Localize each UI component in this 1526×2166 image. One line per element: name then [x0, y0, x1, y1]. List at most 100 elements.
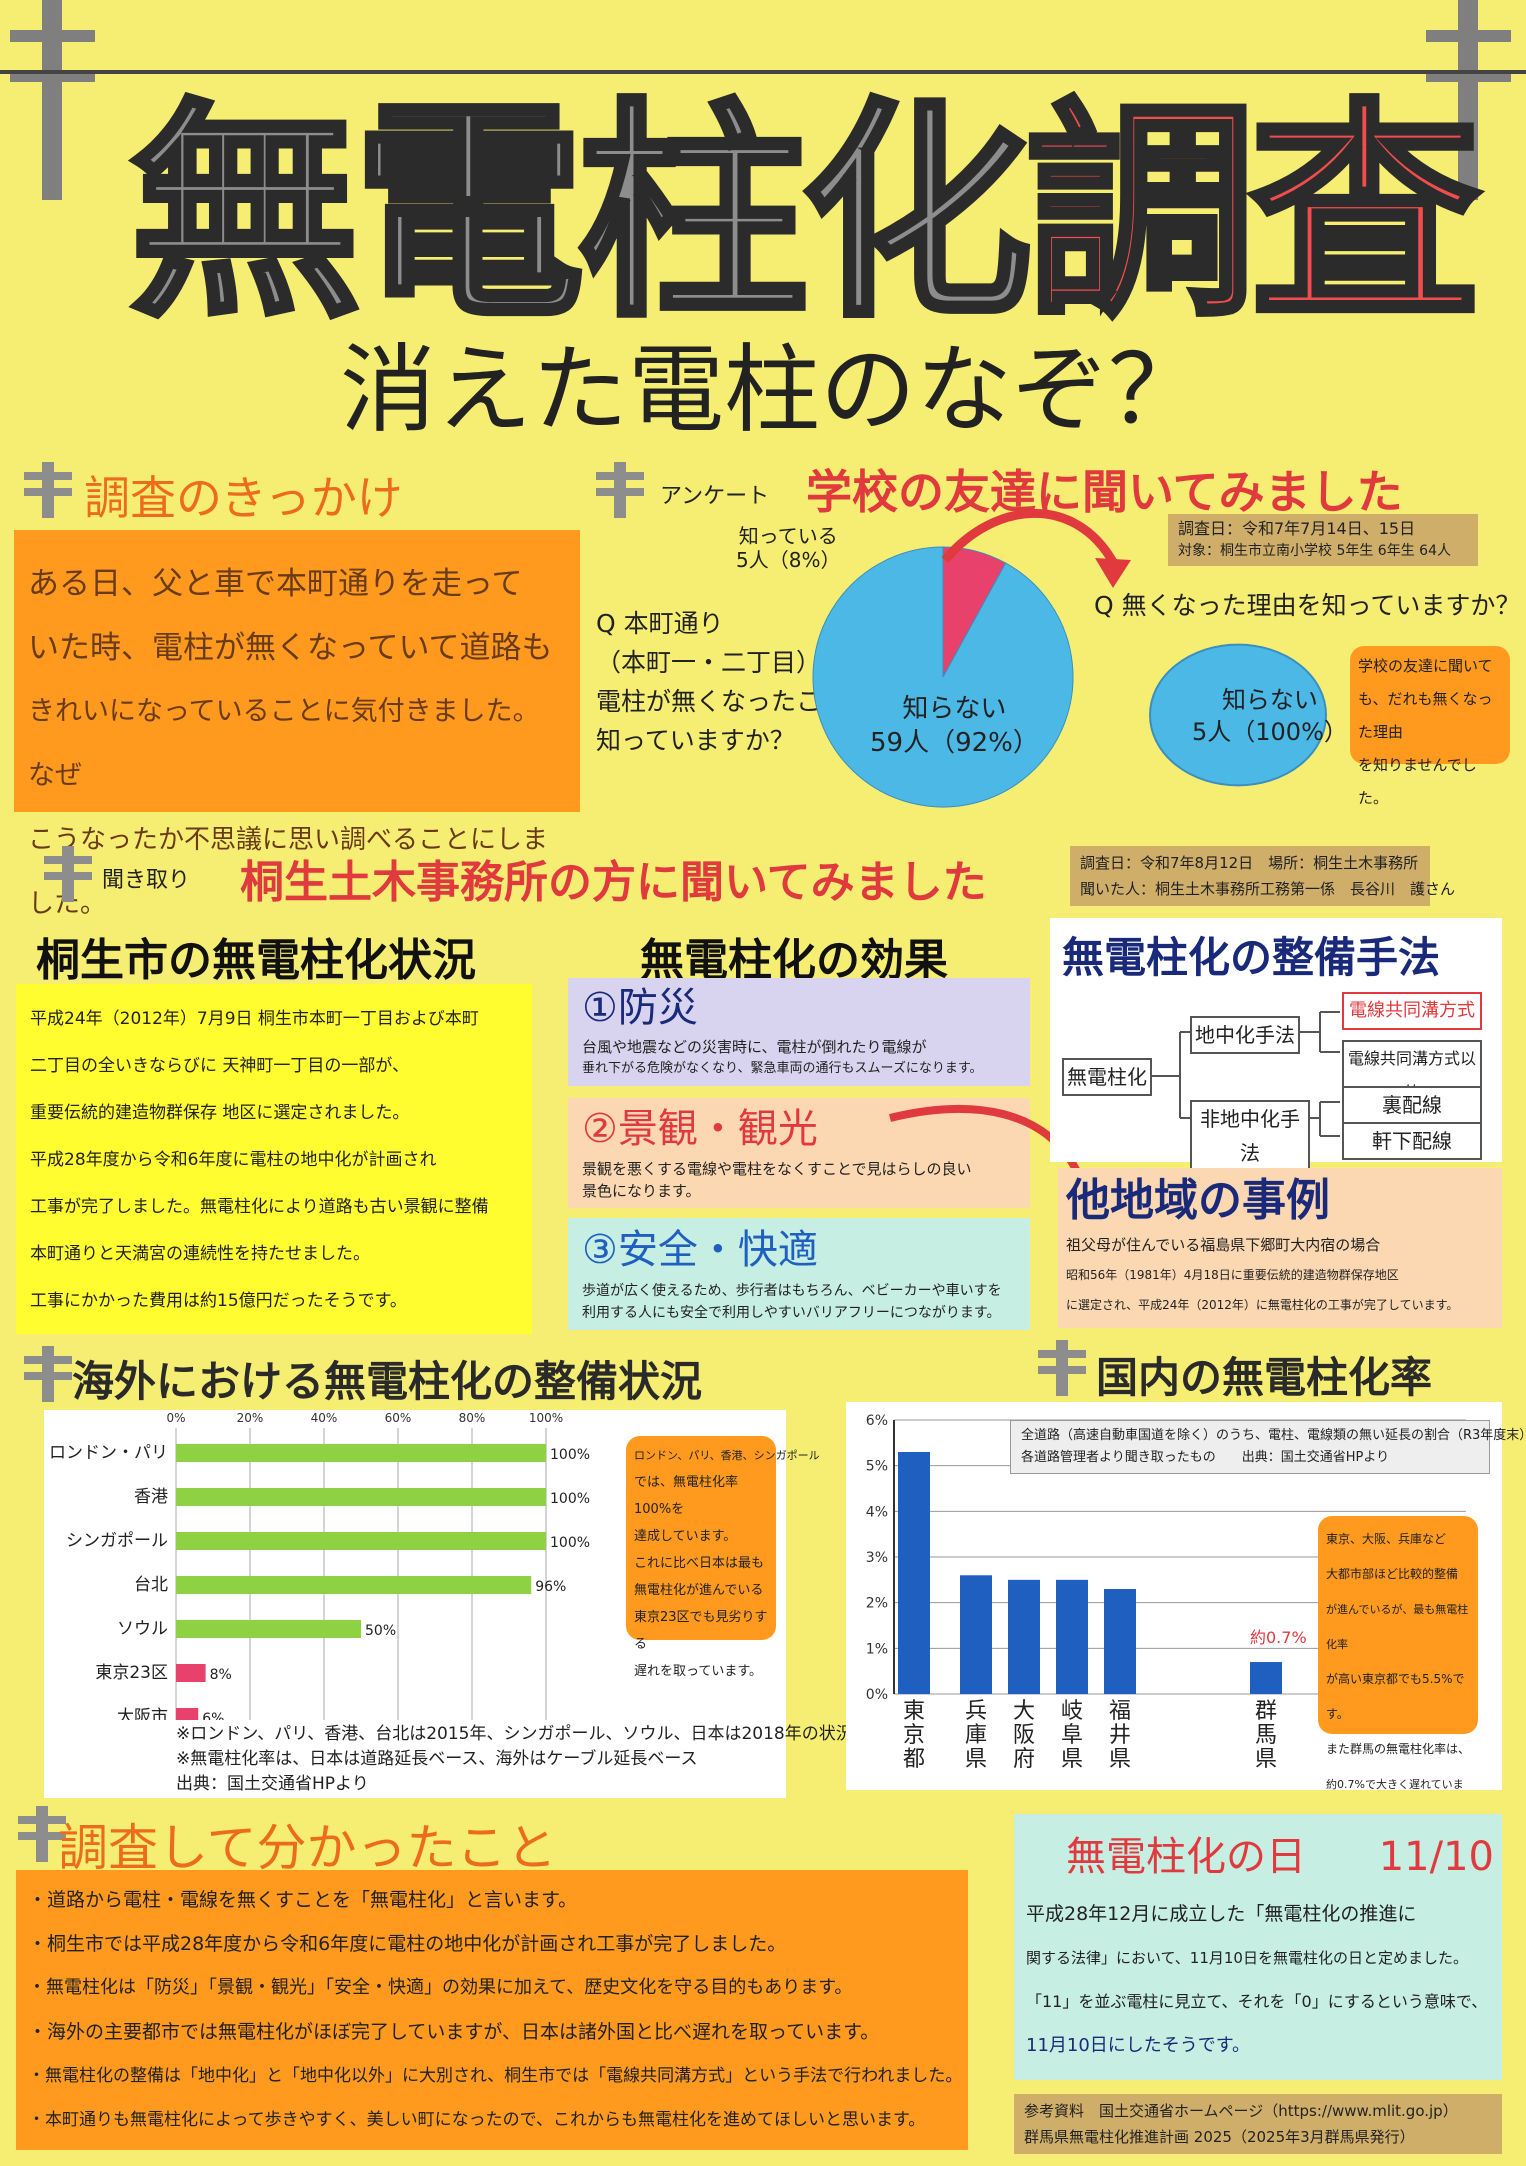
tick-label: 100% — [529, 1411, 563, 1425]
day-line: 平成28年12月に成立した「無電柱化の推進に — [1026, 1903, 1417, 1925]
pole-icon — [596, 462, 644, 518]
methods-branch-underground: 地中化手法 — [1190, 1016, 1300, 1054]
category-label: ロンドン・パリ — [49, 1443, 168, 1463]
pie-slice — [1149, 643, 1327, 787]
findings-heading: 調査して分かったこと — [58, 1819, 557, 1877]
kiryu-box: 平成24年（2012年）7月9日 桐生市本町一丁目および本町 二丁目の全いきなら… — [16, 984, 532, 1334]
survey-callout: 学校の友達に聞いて も、だれも無くなった理由 を知りませんでした。 — [1350, 646, 1510, 807]
day-box: 無電柱化の日 11/10 平成28年12月に成立した「無電柱化の推進に 関する法… — [1014, 1814, 1502, 2080]
effect-title: ①防災 — [582, 985, 698, 1031]
kiryu-line: 二丁目の全いきならびに 天神町一丁目の一部が、 — [30, 1056, 410, 1076]
tick-label: 40% — [311, 1411, 338, 1425]
bar — [1008, 1579, 1040, 1694]
tick-label: 20% — [237, 1411, 264, 1425]
bar — [176, 1620, 361, 1638]
domestic-note: 全道路（高速自動車国道を除く）のうち、電柱、電線類の無い延長の割合（R3年度末）… — [1010, 1420, 1526, 1474]
pie-chart-reason — [1149, 643, 1327, 787]
domestic-note-line: 全道路（高速自動車国道を除く）のうち、電柱、電線類の無い延長の割合（R3年度末）… — [1021, 1428, 1526, 1443]
category-label: 香港 — [134, 1487, 168, 1507]
overseas-footnote: ※ロンドン、パリ、香港、台北は2015年、シンガポール、ソウル、日本は2018年… — [176, 1724, 853, 1744]
utility-pole-right-arm — [1426, 30, 1511, 42]
data-label: 100% — [550, 1491, 590, 1507]
pole-icon — [24, 1346, 72, 1402]
tick-label: 0% — [866, 1687, 888, 1703]
effect-text: 垂れ下がる危険がなくなり、緊急車両の通行もスムーズになります。 — [582, 1061, 983, 1076]
question1-line: 知っていますか？ — [596, 726, 795, 755]
other-line: に選定され、平成24年（2012年）に無電柱化の工事が完了しています。 — [1066, 1298, 1459, 1312]
survey-tag: アンケート — [660, 484, 770, 509]
overseas-bar-chart: 0% 20% 40% 60% 80% 100% ロンドン・パリ 100% 香港 100% シンガポー… — [49, 1411, 590, 1720]
page-title: 無電柱化調査 — [127, 92, 1483, 338]
kiryu-line: 平成24年（2012年）7月9日 桐生市本町一丁目および本町 — [30, 1009, 479, 1029]
bar — [1250, 1662, 1282, 1694]
pole-icon — [1038, 1340, 1086, 1396]
overseas-heading: 海外における無電柱化の整備状況 — [72, 1357, 703, 1406]
arrow-icon — [941, 508, 1131, 588]
category-label: 府 — [1013, 1747, 1035, 1772]
domestic-callout-line: 東京、大阪、兵庫など — [1326, 1532, 1447, 1546]
wire-line — [0, 70, 1526, 74]
category-label: 県 — [1255, 1747, 1277, 1772]
methods-leaf: 電線共同溝方式 — [1342, 992, 1482, 1030]
day-date: 11/10 — [1378, 1834, 1494, 1880]
methods-tree-lines — [1150, 1011, 1340, 1137]
category-label: シンガポール — [66, 1531, 168, 1551]
overseas-callout-line: これに比べ日本は最も — [634, 1556, 765, 1571]
bar — [176, 1488, 546, 1506]
data-label: 6% — [202, 1711, 224, 1720]
day-line: 11月10日にしたそうです。 — [1026, 2035, 1251, 2056]
effect-text: 台風や地震などの災害時に、電柱が倒れたり電線が — [582, 1038, 927, 1056]
kikkake-line: いた時、電柱が無くなっていて道路も — [28, 630, 553, 666]
domestic-callout-line: が高い東京都でも5.5%です。 — [1326, 1672, 1465, 1721]
category-label: 大 — [1013, 1699, 1035, 1724]
other-line: 昭和56年（1981年）4月18日に重要伝統的建造物群保存地区 — [1066, 1268, 1399, 1282]
tick-label: 0% — [166, 1411, 185, 1425]
survey-callout-line: 学校の友達に聞いて — [1358, 657, 1493, 675]
tick-label: 4% — [866, 1504, 888, 1520]
kiryu-line: 本町通りと天満宮の連続性を持たせました。 — [30, 1244, 370, 1264]
tick-label: 3% — [866, 1550, 888, 1566]
bar — [176, 1576, 532, 1594]
overseas-footnotes: ※ロンドン、パリ、香港、台北は2015年、シンガポール、ソウル、日本は2018年… — [176, 1722, 853, 1797]
title-part2: 調査 — [1023, 81, 1483, 348]
survey-note-line: 調査日：令和7年7月14日、15日 — [1178, 519, 1416, 538]
bar — [176, 1664, 206, 1682]
pie1-known-text: 知っている — [738, 524, 838, 548]
findings-line: ・海外の主要都市では無電柱化がほぼ完了していますが、日本は諸外国と比べ遅れを取っ… — [28, 2021, 880, 2043]
pie2-label: 知らない 5人（100%） — [1192, 684, 1348, 748]
category-label: 兵 — [965, 1699, 987, 1724]
domestic-note-line: 各道路管理者より聞き取ったもの 出典：国土交通省HPより — [1021, 1450, 1390, 1465]
category-label: 福 — [1109, 1699, 1131, 1724]
interview-tag: 聞き取り — [102, 868, 191, 893]
overseas-callout: ロンドン、パリ、香港、シンガポール では、無電柱化率100%を 達成しています。… — [626, 1436, 820, 1679]
domestic-callout: 東京、大阪、兵庫など 大都市部ほど比較的整備 が進んでいるが、最も無電柱化率 が… — [1318, 1516, 1478, 1826]
utility-pole-left — [42, 0, 62, 200]
findings-box: ・道路から電柱・電線を無くすことを「無電柱化」と言います。 ・桐生市では平成28… — [16, 1870, 968, 2150]
methods-leaf: 裏配線 — [1342, 1086, 1482, 1124]
methods-leaf: 軒下配線 — [1342, 1122, 1482, 1160]
effect-text: 歩道が広く使えるため、歩行者はもちろん、ベビーカーや車いすを — [582, 1283, 1002, 1299]
findings-line: ・無電柱化は「防災」「景観・観光」「安全・快適」の効果に加えて、歴史文化を守る目… — [28, 1977, 853, 1998]
pie1-known-label: 知っている 5人（8%） — [736, 524, 840, 572]
survey-note: 調査日：令和7年7月14日、15日 対象：桐生市立南小学校 5年生 6年生 64… — [1168, 514, 1478, 566]
day-header: 無電柱化の日 11/10 — [1026, 1822, 1494, 1892]
effect-text: 景色になります。 — [582, 1182, 701, 1200]
findings-line: ・本町通りも無電柱化によって歩きやすく、美しい町になったので、これからも無電柱化… — [28, 2110, 926, 2130]
data-label: 100% — [550, 1535, 590, 1551]
category-label: 県 — [1061, 1747, 1083, 1772]
other-box: 他地域の事例 祖父母が住んでいる福島県下郷町大内宿の場合 昭和56年（1981年… — [1058, 1168, 1502, 1328]
pole-icon — [24, 462, 72, 518]
day-line: 「11」を並ぶ電柱に見立て、それを「0」にするという意味で、 — [1026, 1992, 1488, 2011]
effect-box-keikan: ②景観・観光 景観を悪くする電線や電柱をなくすことで見はらしの良い 景色になりま… — [568, 1098, 1030, 1208]
bar — [176, 1708, 199, 1720]
bar — [176, 1444, 546, 1462]
findings-line: ・道路から電柱・電線を無くすことを「無電柱化」と言います。 — [28, 1889, 578, 1911]
bar — [176, 1532, 546, 1550]
day-line: 関する法律」において、11月10日を無電柱化の日と定めました。 — [1026, 1949, 1468, 1967]
pie2-label-text: 知らない — [1221, 686, 1318, 714]
category-label: 阜 — [1061, 1723, 1083, 1748]
kiryu-line: 重要伝統的建造物群保存 地区に選定されました。 — [30, 1103, 410, 1123]
effect-box-anzen: ③安全・快適 歩道が広く使えるため、歩行者はもちろん、ベビーカーや車いすを 利用… — [568, 1218, 1030, 1330]
data-label: 50% — [365, 1623, 396, 1639]
kiryu-line: 平成28年度から令和6年度に電柱の地中化が計画され — [30, 1150, 437, 1170]
